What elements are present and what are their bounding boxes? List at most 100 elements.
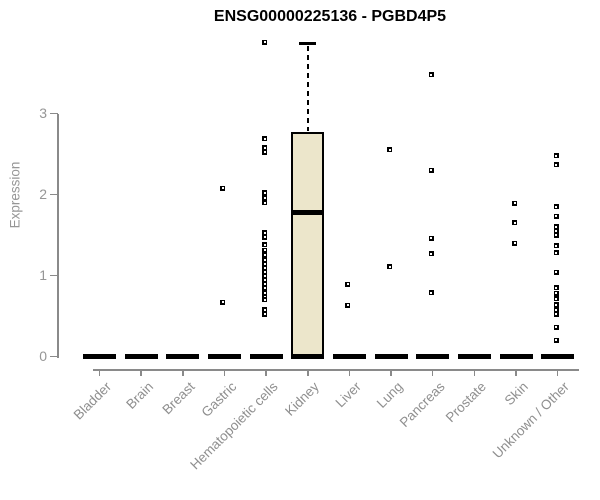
zero-bar <box>499 354 533 359</box>
outlier-point <box>262 136 268 142</box>
x-tick <box>431 369 434 376</box>
x-axis-label: Prostate <box>442 379 489 426</box>
zero-bar <box>249 354 283 359</box>
median-line <box>291 209 325 215</box>
x-tick <box>390 369 392 376</box>
x-tick <box>98 369 101 376</box>
x-tick <box>182 369 184 376</box>
zero-bar <box>332 354 366 359</box>
y-tick <box>50 193 58 196</box>
outlier-point <box>428 72 434 78</box>
outlier-point <box>553 228 559 234</box>
outlier-point <box>553 204 559 210</box>
zero-bar <box>207 354 241 359</box>
outlier-point <box>387 264 393 270</box>
outlier-point <box>553 250 559 256</box>
x-axis-label: Bladder <box>70 379 115 423</box>
outlier-point <box>262 200 268 206</box>
x-tick <box>140 369 142 376</box>
outlier-point <box>262 277 268 283</box>
outlier-point <box>345 302 351 308</box>
y-tick-label: 0 <box>39 348 47 364</box>
x-tick <box>473 369 476 376</box>
outlier-point <box>512 240 517 246</box>
outlier-point <box>262 145 268 151</box>
outlier-point <box>553 290 559 296</box>
outlier-point <box>262 252 268 258</box>
chart-title: ENSG00000225136 - PGBD4P5 <box>213 8 447 25</box>
x-tick <box>515 369 517 376</box>
x-axis-label: Liver <box>332 379 365 411</box>
outlier-point <box>553 269 559 275</box>
outlier-point <box>553 285 559 291</box>
x-axis-label: Pancreas <box>396 379 448 430</box>
zero-bar <box>291 354 325 359</box>
outlier-point <box>553 162 559 168</box>
x-tick <box>348 369 351 376</box>
outlier-point <box>262 190 268 196</box>
outlier-point <box>553 311 559 317</box>
outlier-point <box>553 213 559 219</box>
y-tick <box>50 355 58 358</box>
outlier-point <box>553 224 559 230</box>
outlier-point <box>262 269 268 275</box>
outlier-point <box>262 242 268 248</box>
x-axis-label: Kidney <box>282 379 323 419</box>
x-tick <box>307 369 309 376</box>
x-axis-label: Breast <box>159 379 198 418</box>
y-tick-label: 3 <box>39 105 47 121</box>
outlier-point <box>262 311 268 317</box>
y-tick-label: 1 <box>39 267 47 283</box>
y-tick-label: 2 <box>39 186 47 202</box>
outlier-point <box>428 167 434 173</box>
outlier-point <box>553 243 559 249</box>
outlier-point <box>262 39 268 45</box>
outlier-point <box>262 290 268 295</box>
x-axis-line <box>93 369 579 371</box>
outlier-point <box>262 195 268 201</box>
x-axis-label: Gastric <box>198 379 240 420</box>
outlier-point <box>553 232 559 238</box>
outlier-point <box>428 251 434 257</box>
outlier-point <box>262 285 268 291</box>
outlier-point <box>553 153 559 159</box>
outlier-point <box>262 273 268 279</box>
outlier-point <box>428 235 434 241</box>
outlier-point <box>262 297 268 303</box>
x-tick <box>223 369 226 376</box>
x-tick <box>265 369 267 376</box>
outlier-point <box>262 247 268 253</box>
zero-bar <box>166 354 200 359</box>
outlier-point <box>553 302 559 308</box>
outlier-point <box>262 281 268 287</box>
zero-bar <box>124 354 158 359</box>
outlier-point <box>387 147 393 153</box>
outlier-point <box>220 185 226 191</box>
x-axis-label: Unknown / Other <box>490 379 573 462</box>
outlier-point <box>262 149 268 155</box>
outlier-point <box>262 257 268 263</box>
zero-bar <box>83 354 116 359</box>
outlier-point <box>553 296 559 302</box>
outlier-point <box>262 261 268 267</box>
x-axis-label: Brain <box>122 379 156 412</box>
zero-bar <box>541 354 575 359</box>
zero-bar <box>416 354 450 359</box>
outlier-point <box>428 290 434 295</box>
outlier-point <box>262 230 268 236</box>
outlier-point <box>262 265 268 271</box>
y-axis-line <box>57 113 59 358</box>
outlier-point <box>512 200 517 206</box>
outlier-point <box>512 220 517 226</box>
x-axis-label: Skin <box>501 379 531 409</box>
y-tick <box>50 274 58 277</box>
y-tick <box>50 112 58 115</box>
outlier-point <box>345 281 351 287</box>
whisker-cap <box>299 42 317 46</box>
x-axis-label: Lung <box>373 379 406 411</box>
outlier-point <box>262 307 268 313</box>
zero-bar <box>457 354 491 359</box>
outlier-point <box>553 307 559 313</box>
whisker-line <box>306 45 309 132</box>
